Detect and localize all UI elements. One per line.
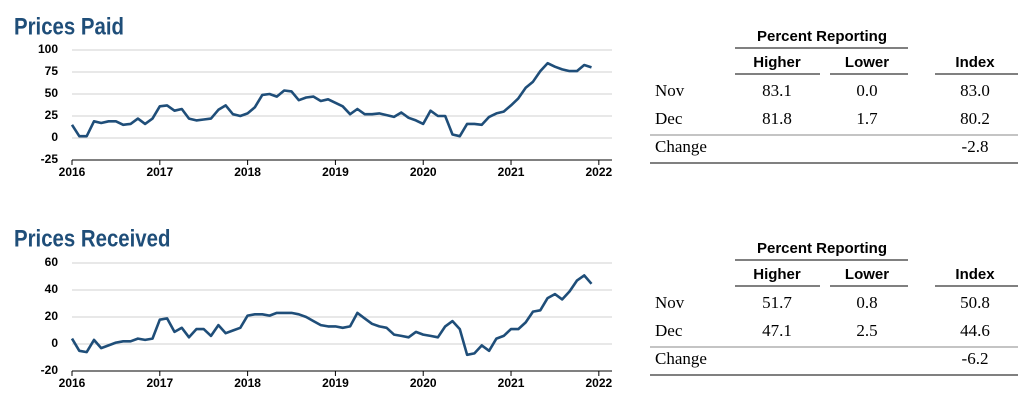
x-tick-label: 2022 xyxy=(585,376,612,390)
x-tick-label: 2016 xyxy=(59,165,86,179)
y-tick-label: 75 xyxy=(45,64,59,78)
cell: 83.1 xyxy=(762,81,792,100)
cell: 80.2 xyxy=(960,109,990,128)
cell: 83.0 xyxy=(960,81,990,100)
column-header: Higher xyxy=(753,54,801,71)
cell: 50.8 xyxy=(960,293,990,312)
row-label: Change xyxy=(655,137,707,156)
x-tick-label: 2019 xyxy=(322,376,349,390)
cell: 47.1 xyxy=(762,321,792,340)
y-tick-label: 100 xyxy=(38,42,58,56)
line-series xyxy=(70,61,592,138)
x-tick-label: 2020 xyxy=(410,376,437,390)
row-label: Nov xyxy=(655,293,685,312)
y-tick-label: 0 xyxy=(51,130,58,144)
cell: 0.8 xyxy=(856,293,877,312)
line-series xyxy=(70,274,593,357)
chart-title: Prices Received xyxy=(14,225,170,252)
cell: 1.7 xyxy=(856,109,878,128)
y-tick-label: 60 xyxy=(45,255,59,269)
row-label: Nov xyxy=(655,81,685,100)
cell: -6.2 xyxy=(962,349,989,368)
row-label: Dec xyxy=(655,321,683,340)
cell: 44.6 xyxy=(960,321,990,340)
cell: 2.5 xyxy=(856,321,877,340)
group-header: Percent Reporting xyxy=(757,28,887,45)
cell: 0.0 xyxy=(856,81,877,100)
x-tick-label: 2021 xyxy=(498,376,525,390)
y-tick-label: 0 xyxy=(51,336,58,350)
row-label: Dec xyxy=(655,109,683,128)
x-tick-label: 2017 xyxy=(146,165,173,179)
x-tick-label: 2017 xyxy=(146,376,173,390)
y-tick-label: 20 xyxy=(45,309,59,323)
x-tick-label: 2016 xyxy=(59,376,86,390)
y-tick-label: 50 xyxy=(45,86,59,100)
column-header: Lower xyxy=(845,54,889,71)
x-tick-label: 2018 xyxy=(234,376,261,390)
column-header: Higher xyxy=(753,266,801,283)
y-tick-label: -20 xyxy=(41,363,59,377)
row-label: Change xyxy=(655,349,707,368)
x-tick-label: 2022 xyxy=(585,165,612,179)
y-tick-label: 25 xyxy=(45,108,59,122)
column-header: Lower xyxy=(845,266,889,283)
cell: 81.8 xyxy=(762,109,792,128)
chart-title: Prices Paid xyxy=(14,13,124,40)
x-tick-label: 2021 xyxy=(498,165,525,179)
y-tick-label: -25 xyxy=(41,152,59,166)
y-tick-label: 40 xyxy=(45,282,59,296)
column-header: Index xyxy=(955,266,995,283)
column-header: Index xyxy=(955,54,995,71)
group-header: Percent Reporting xyxy=(757,240,887,257)
x-tick-label: 2020 xyxy=(410,165,437,179)
cell: -2.8 xyxy=(962,137,989,156)
x-tick-label: 2019 xyxy=(322,165,349,179)
x-tick-label: 2018 xyxy=(234,165,261,179)
cell: 51.7 xyxy=(762,293,792,312)
